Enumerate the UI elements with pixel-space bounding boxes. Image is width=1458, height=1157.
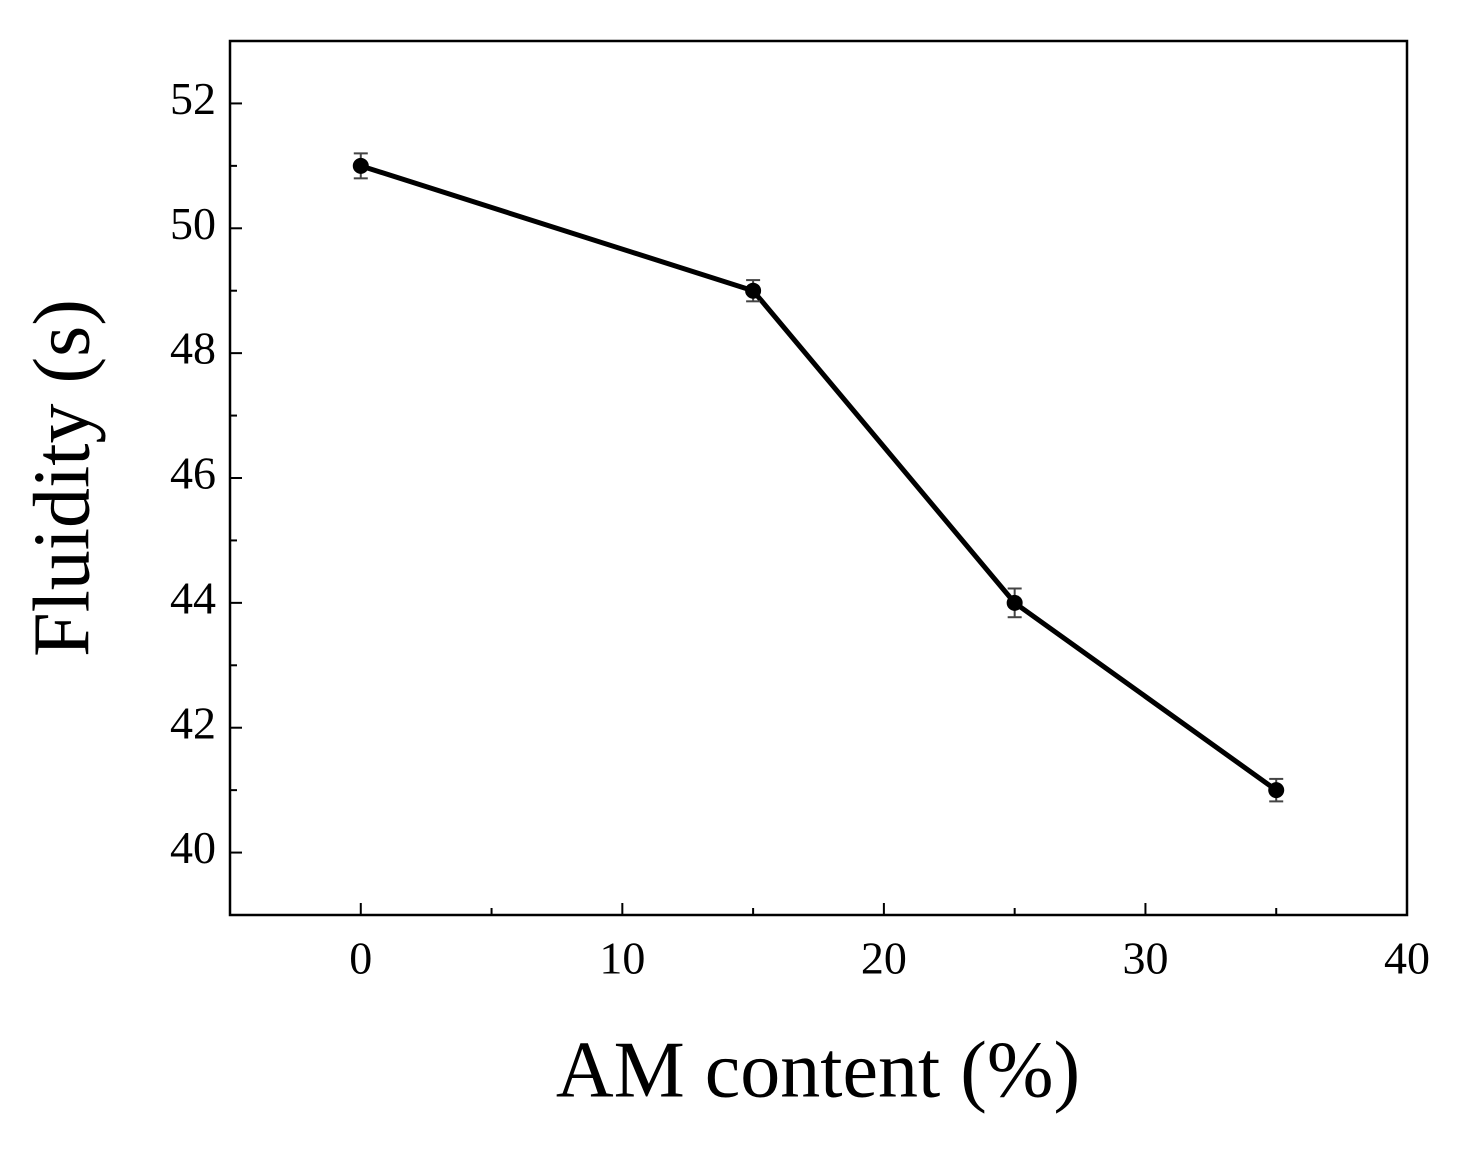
y-tick-label: 46 (170, 448, 216, 499)
x-axis-title: AM content (%) (556, 1026, 1080, 1114)
x-tick-label: 30 (1122, 933, 1168, 984)
y-tick-label: 40 (170, 822, 216, 873)
data-point (352, 157, 369, 174)
plot-frame (228, 39, 1409, 917)
y-tick-label: 48 (170, 323, 216, 374)
y-axis-title: Fluidity (s) (18, 299, 106, 657)
data-line (360, 163, 1278, 793)
y-tick-label: 50 (170, 198, 216, 249)
x-tick-label: 40 (1384, 933, 1430, 984)
y-tick-label: 42 (170, 697, 216, 748)
y-tick-label: 44 (170, 572, 216, 623)
data-point (1006, 594, 1023, 611)
x-tick-label: 20 (861, 933, 907, 984)
x-tick-label: 10 (599, 933, 645, 984)
x-tick-label: 0 (349, 933, 372, 984)
data-point (745, 282, 762, 299)
y-tick-label: 52 (170, 73, 216, 124)
data-point (1268, 782, 1285, 799)
